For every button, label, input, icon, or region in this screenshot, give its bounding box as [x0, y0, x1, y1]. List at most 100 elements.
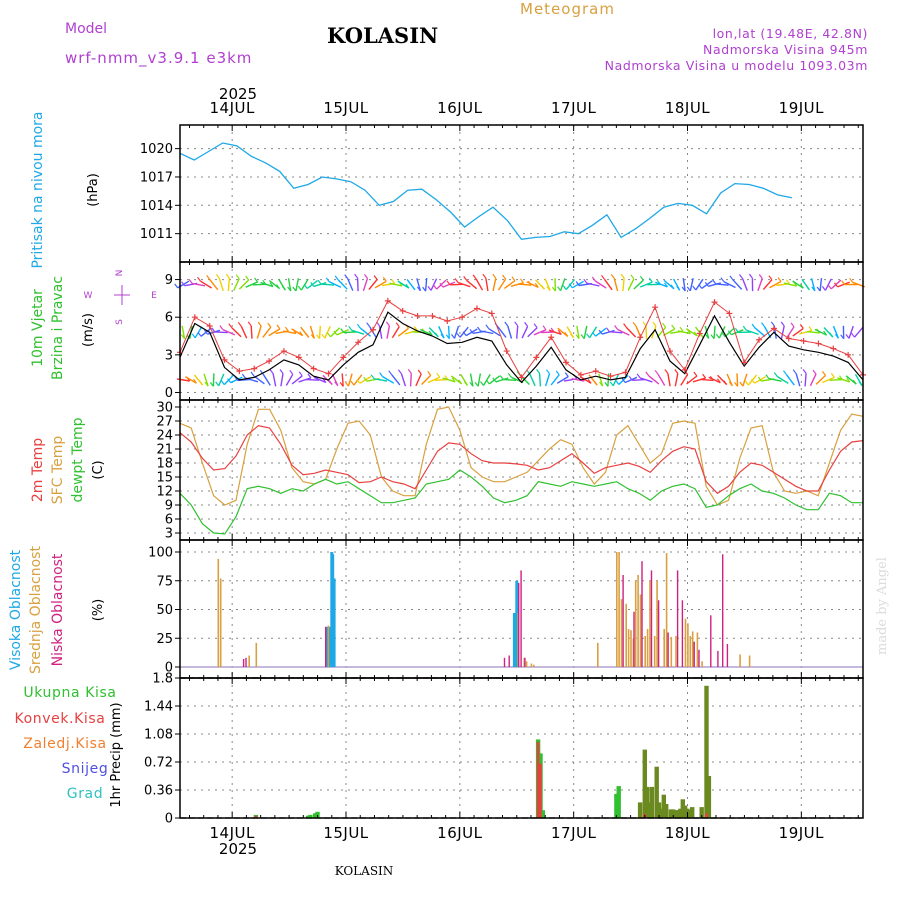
precip-legend-label: Grad [67, 786, 103, 802]
precip-total-bar [690, 807, 695, 818]
wind-direction-arrow [632, 378, 646, 381]
wind-direction-arrowhead [310, 282, 315, 287]
wind-direction-arrowhead [768, 275, 773, 281]
wind-direction-arrow [810, 278, 816, 292]
wind-direction-arrowhead [281, 285, 286, 291]
wind-direction-arrowhead [209, 382, 214, 387]
wind-direction-arrow [783, 282, 797, 287]
wind-direction-arrow [700, 378, 714, 382]
wind-direction-arrowhead [417, 369, 422, 375]
compass-east: E [151, 291, 157, 301]
mid-cloud-bar [653, 636, 656, 667]
wind-direction-arrowhead [639, 275, 644, 281]
wind-direction-arrow [391, 374, 401, 386]
wind-direction-arrowhead [557, 329, 562, 335]
precip-convective-bar [539, 763, 542, 818]
model-elevation-text: Nadmorska Visina u modelu 1093.03m [605, 58, 868, 73]
wind-direction-arrowhead [799, 324, 804, 329]
mid-cloud-bar [533, 664, 535, 667]
wind-direction-arrowhead [463, 276, 468, 281]
wind-direction-arrow [475, 278, 484, 291]
wind-direction-arrow [792, 280, 804, 289]
wind-direction-arrowhead [698, 284, 703, 289]
wind-gust-marker [280, 348, 287, 355]
wind-direction-arrowhead [354, 273, 359, 279]
precip-total-bar [673, 810, 678, 818]
wind-direction-arrow [200, 280, 212, 289]
wind-gust-marker [681, 366, 688, 373]
wind-direction-arrow [837, 281, 850, 288]
temp-ylabel-2m: 2m Temp [30, 438, 46, 502]
wind-direction-arrowhead [364, 274, 368, 279]
cloud-ylabel-low: Niska Oblacnost [50, 553, 66, 666]
precip-total-bar [699, 807, 704, 818]
wind-direction-arrowhead [534, 283, 539, 288]
wind-direction-arrowhead [583, 278, 588, 284]
wind-direction-arrowhead [728, 381, 733, 387]
wind-direction-arrow [368, 279, 378, 291]
low-cloud-bar [676, 570, 679, 667]
wind-direction-arrow [627, 278, 635, 291]
wind-direction-arrowhead [356, 378, 361, 384]
wind-ytick-label: 6 [165, 311, 173, 326]
wind-direction-arrowhead [451, 377, 456, 383]
mid-cloud-bar [675, 636, 677, 667]
wind-direction-arrow [356, 278, 359, 292]
wind-gust-marker [785, 335, 792, 342]
wind-gust-marker [206, 322, 213, 329]
wind-direction-arrow [238, 279, 250, 290]
wind-gust-marker [726, 310, 733, 317]
wind-gust-marker [711, 299, 718, 306]
wind-direction-arrowhead [267, 322, 272, 328]
wind-direction-arrowhead [570, 333, 575, 339]
wind-direction-arrow [795, 373, 801, 387]
wind-direction-arrowhead [858, 381, 863, 386]
wind-direction-arrow [785, 374, 795, 386]
wind-direction-arrow [287, 278, 292, 292]
wind-direction-arrowhead [816, 286, 821, 292]
wind-direction-arrow [804, 373, 807, 387]
wind-gust-marker [622, 369, 629, 376]
wind-direction-arrowhead [542, 325, 547, 331]
wind-direction-arrowhead [674, 369, 679, 374]
wind-direction-arrow [586, 282, 600, 287]
wind-direction-arrowhead [555, 370, 560, 376]
pressure-ylabel: Pritisak na nivou mora [30, 111, 46, 268]
wind-direction-arrowhead [770, 321, 775, 327]
wind-direction-arrow [503, 378, 517, 381]
wind-direction-arrowhead [199, 380, 204, 386]
low-cloud-bar [508, 655, 510, 667]
wind-gust-marker [696, 330, 703, 337]
temp-ytick-label: 15 [156, 471, 173, 486]
wind-direction-arrow [397, 327, 409, 337]
wind-direction-arrow [510, 282, 524, 287]
mid-cloud-bar [625, 603, 627, 668]
top-date-label: 15JUL [323, 99, 368, 117]
bottom-date-label: 16JUL [437, 824, 482, 842]
wind-gust-marker [800, 338, 807, 345]
wind-direction-arrow [655, 281, 668, 288]
wind-direction-arrowhead [686, 286, 691, 292]
high-cloud-bar [325, 626, 329, 668]
wind-gust-marker [473, 305, 480, 312]
wind-direction-arrowhead [434, 332, 439, 338]
wind-direction-arrow [762, 279, 773, 290]
temp-ylabel-dewpt: dewpt Temp [70, 417, 86, 502]
wind-direction-arrowhead [356, 323, 361, 329]
wind-direction-arrowhead [227, 378, 232, 384]
wind-direction-arrowhead [849, 277, 854, 283]
wind-direction-arrowhead [812, 369, 817, 375]
precip-total-bar [704, 685, 709, 818]
wind-speed-line [179, 311, 864, 384]
wind-direction-arrow [742, 373, 748, 387]
low-cloud-bar [657, 600, 660, 667]
wind-direction-arrowhead [615, 380, 620, 385]
precip-total-bar [664, 804, 669, 818]
mid-cloud-bar [670, 637, 673, 667]
wind-direction-arrowhead [439, 282, 444, 288]
wind-direction-arrowhead [761, 322, 765, 327]
wind-direction-arrow [576, 325, 580, 339]
wind-direction-arrow [421, 374, 432, 385]
mid-cloud-bar [248, 655, 250, 667]
wind-direction-arrowhead [511, 276, 516, 282]
